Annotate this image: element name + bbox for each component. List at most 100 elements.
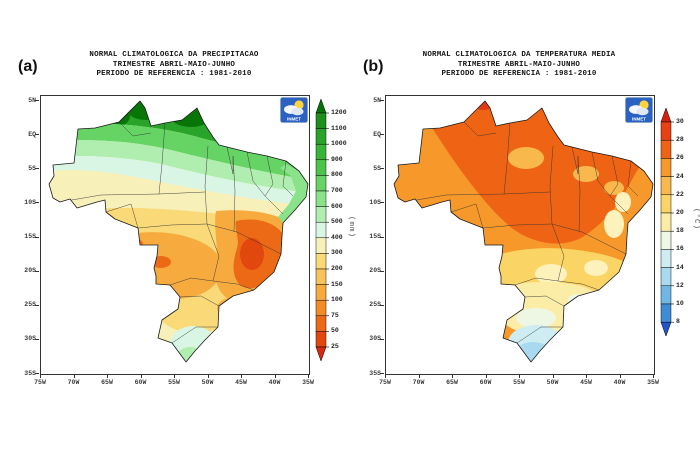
y-tick	[35, 168, 39, 170]
x-tick-label: 70W	[412, 379, 425, 386]
region-deep-orange-west-b	[151, 256, 171, 268]
region-orange-south	[217, 297, 255, 319]
region-green-south-tip	[178, 347, 202, 362]
state-border-line	[158, 191, 206, 195]
x-tick-label: 35W	[647, 379, 659, 386]
state-border-line	[264, 195, 284, 215]
y-tick	[380, 134, 384, 136]
title-line-2: TRIMESTRE ABRIL-MAIO-JUNHO	[112, 60, 236, 69]
title-line-2: TRIMESTRE ABRIL-MAIO-JUNHO	[457, 60, 581, 69]
state-border-line	[571, 146, 579, 175]
y-tick-label: 10S	[24, 198, 36, 206]
state-border-line	[226, 146, 234, 175]
region-near-white-a	[516, 308, 556, 328]
y-tick-label: 10S	[369, 198, 381, 206]
region-coast-green-strip	[278, 164, 308, 223]
x-tick-label: 65W	[446, 379, 458, 386]
colorbar-segment	[315, 206, 327, 223]
colorbar-scale	[660, 108, 674, 337]
colorbar-segment	[315, 221, 327, 239]
colorbar-segment	[315, 159, 327, 176]
state-border-line	[206, 223, 282, 255]
colorbar-segment	[660, 212, 672, 232]
colorbar-value-label: 1200	[331, 109, 347, 116]
map-fill-layers	[394, 101, 653, 362]
region-red-northeast	[559, 120, 587, 136]
region-red-core-east	[240, 238, 264, 270]
colorbar-value-label: 30	[676, 118, 684, 125]
title-line-1: NORMAL CLIMATOLOGICA DA PRECIPITACAO	[89, 51, 259, 59]
colorbar-value-label: 8	[676, 318, 680, 326]
colorbar-arrow-bottom	[660, 321, 672, 337]
colorbar-value-label: 28	[676, 136, 684, 144]
region-warm-patch-c	[604, 181, 624, 195]
colorbar-segment	[660, 303, 672, 323]
region-green-light-band	[49, 140, 308, 193]
x-tick	[452, 374, 453, 378]
colorbar-value-label: 12	[676, 281, 684, 289]
y-tick-label: 20S	[24, 267, 36, 275]
state-border-line	[169, 277, 214, 286]
x-tick	[274, 374, 276, 378]
region-green-darkest-center	[126, 101, 166, 120]
colorbar-segment	[315, 268, 327, 285]
state-border-line	[609, 195, 629, 215]
y-tick-label: EQ	[373, 130, 381, 138]
x-tick	[619, 374, 621, 378]
title-line-3: PERIODO DE REFERENCIA : 1981-2010	[96, 70, 252, 78]
map-fill-layers	[49, 101, 308, 362]
y-tick-label: 30S	[369, 335, 381, 343]
colorbar-value-label: 100	[331, 296, 343, 304]
colorbar-value-label: 16	[676, 245, 684, 253]
state-border-line	[404, 193, 505, 203]
colorbar-segment	[315, 299, 327, 317]
colorbar-arrow-top	[315, 99, 327, 114]
region-green-mid-band	[49, 122, 308, 180]
colorbar-segment	[315, 237, 327, 254]
brazil-outline	[48, 100, 309, 363]
y-tick-label: 35S	[369, 369, 381, 377]
colorbar-segment	[660, 267, 672, 287]
state-border-line	[551, 223, 627, 255]
state-border-line	[212, 280, 255, 291]
state-border-line	[450, 203, 484, 229]
y-tick-label: 20S	[369, 267, 381, 275]
colorbar-value-label: 50	[331, 327, 339, 335]
colorbar-segment	[660, 158, 672, 177]
state-border-line	[627, 160, 639, 197]
state-border-line	[482, 223, 553, 229]
state-border-line	[503, 122, 511, 195]
state-borders	[59, 121, 294, 344]
colorbar-value-label: 400	[331, 233, 343, 241]
region-red-north-tip	[472, 101, 494, 110]
colorbar-value-label: 900	[331, 155, 343, 163]
inmet-logo: INMET	[625, 97, 653, 123]
y-tick	[380, 168, 384, 170]
x-tick-label: 55W	[513, 379, 525, 386]
state-border-line	[137, 223, 208, 229]
y-tick	[380, 202, 384, 204]
y-tick	[35, 373, 39, 374]
colorbar-segment	[660, 249, 672, 268]
region-cyan-south	[170, 326, 216, 362]
x-tick	[653, 374, 654, 378]
brazil-map-precipitation	[48, 100, 309, 363]
x-tick	[241, 374, 242, 378]
y-tick-label: 5S	[28, 164, 36, 172]
x-tick	[485, 374, 487, 378]
region-deep-orange-west-a	[109, 236, 143, 252]
logo-text: INMET	[287, 117, 301, 122]
title-line-3: PERIODO DE REFERENCIA : 1981-2010	[441, 70, 597, 78]
state-border-line	[503, 191, 551, 195]
x-tick-label: 50W	[546, 379, 559, 386]
colorbar-value-label: 300	[331, 249, 343, 257]
panel-label-a: (a)	[18, 58, 38, 75]
colorbar-segment	[315, 143, 327, 161]
state-border-line	[246, 151, 266, 197]
y-tick-label: 15S	[24, 233, 36, 240]
colorbar-arrow-bottom	[315, 346, 327, 361]
colorbar-value-label: 200	[331, 265, 343, 272]
panel-label-b: (b)	[363, 58, 384, 75]
x-tick	[385, 374, 386, 378]
x-tick	[73, 374, 75, 378]
